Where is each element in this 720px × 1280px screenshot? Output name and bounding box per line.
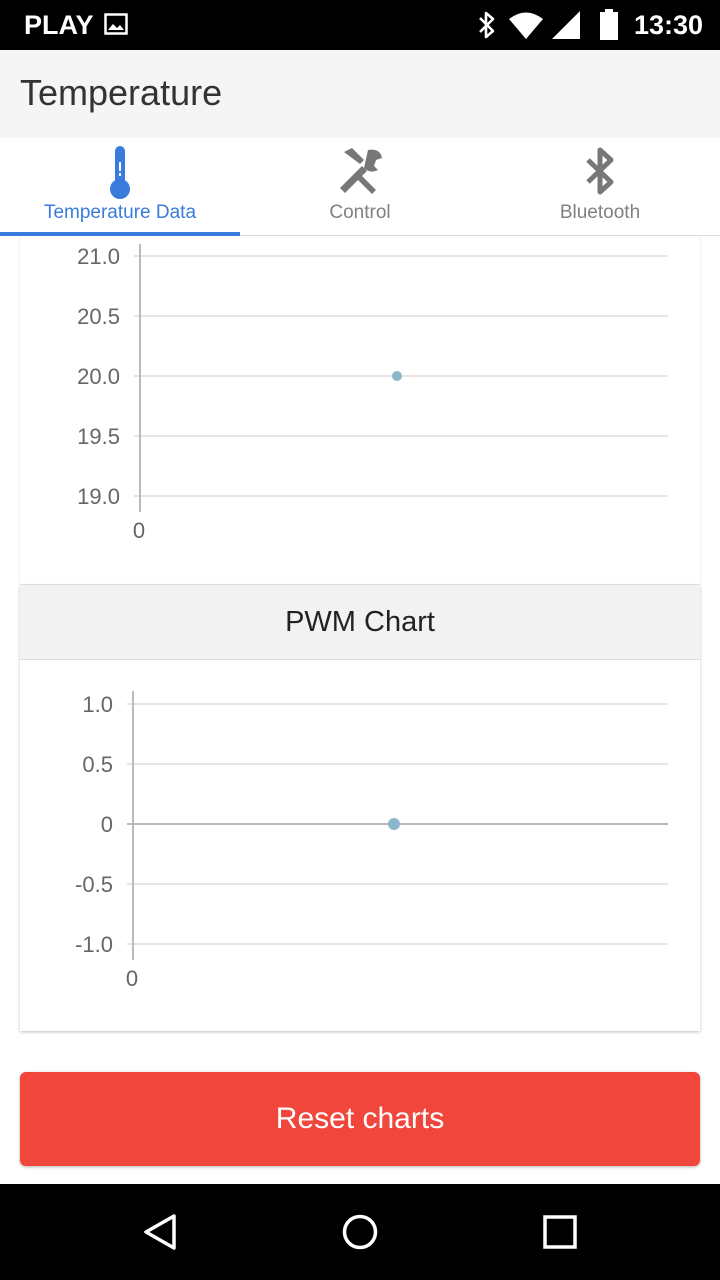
pwm-chart-card: PWM Chart 1.0 0.5 0 -0.5 -1.0 0 — [20, 585, 700, 1031]
y-tick-label: 0 — [101, 812, 113, 837]
tab-temperature-data[interactable]: Temperature Data — [0, 138, 240, 236]
back-icon[interactable] — [140, 1212, 180, 1252]
tab-label: Control — [329, 202, 391, 223]
status-bar: PLAY 13:30 — [0, 0, 720, 50]
y-tick-label: 19.0 — [77, 484, 120, 509]
page-title: Temperature — [20, 72, 223, 113]
temperature-chart: 21.0 20.5 20.0 19.5 19.0 0 — [77, 244, 668, 543]
x-tick-label: 0 — [126, 966, 138, 991]
image-icon — [104, 13, 128, 35]
tab-control[interactable]: Control — [240, 138, 480, 236]
navigation-bar — [0, 1184, 720, 1280]
chart-title: PWM Chart — [20, 585, 700, 660]
tab-bluetooth[interactable]: Bluetooth — [480, 138, 720, 236]
home-icon[interactable] — [340, 1212, 380, 1252]
signal-icon — [552, 11, 580, 39]
tab-label: Bluetooth — [559, 202, 641, 223]
y-tick-label: 20.0 — [77, 364, 120, 389]
y-tick-label: 0.5 — [82, 752, 113, 777]
carrier-name: PLAY — [24, 10, 94, 40]
thermometer-icon — [110, 146, 130, 199]
app-bar: Temperature — [0, 50, 720, 138]
y-tick-label: -1.0 — [75, 932, 113, 957]
y-tick-label: 19.5 — [77, 424, 120, 449]
data-point — [388, 818, 400, 830]
tab-bar: Temperature Data Control Bluetooth — [0, 138, 720, 236]
bluetooth-icon — [586, 147, 614, 195]
tab-label: Temperature Data — [43, 202, 197, 223]
wifi-icon — [509, 12, 543, 39]
y-tick-label: 1.0 — [82, 692, 113, 717]
data-point — [392, 371, 402, 381]
y-tick-label: 20.5 — [77, 304, 120, 329]
reset-charts-button[interactable]: Reset charts — [20, 1072, 700, 1166]
pwm-chart: 1.0 0.5 0 -0.5 -1.0 0 — [75, 691, 668, 991]
clock: 13:30 — [634, 10, 704, 40]
bluetooth-icon — [479, 11, 495, 39]
y-tick-label: -0.5 — [75, 872, 113, 897]
y-tick-label: 21.0 — [77, 244, 120, 269]
tools-icon — [340, 148, 382, 194]
recents-icon[interactable] — [540, 1212, 580, 1252]
x-tick-label: 0 — [133, 518, 145, 543]
battery-icon — [600, 9, 618, 40]
temperature-chart-card: 21.0 20.5 20.0 19.5 19.0 0 — [20, 236, 700, 584]
